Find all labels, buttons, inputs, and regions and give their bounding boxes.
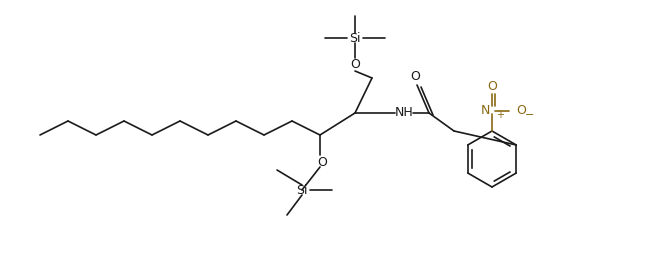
Text: O: O <box>410 70 420 83</box>
Text: −: − <box>525 110 534 120</box>
Text: O: O <box>487 80 497 93</box>
Text: O: O <box>317 156 327 169</box>
Text: Si: Si <box>296 183 308 196</box>
Text: O: O <box>516 105 526 118</box>
Text: +: + <box>496 110 504 120</box>
Text: N: N <box>480 105 490 118</box>
Text: O: O <box>350 57 360 70</box>
Text: NH: NH <box>394 107 413 120</box>
Text: Si: Si <box>349 31 361 44</box>
